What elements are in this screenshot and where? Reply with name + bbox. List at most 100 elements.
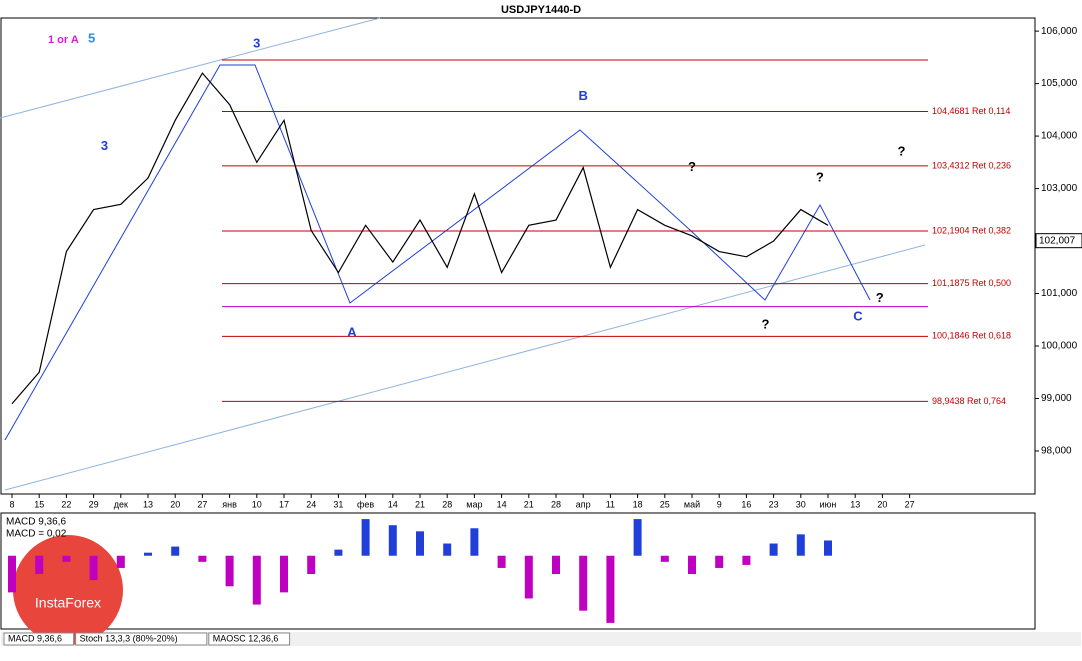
wave-label: B <box>579 88 588 103</box>
tab <box>3 632 75 646</box>
macd-bar <box>144 552 152 556</box>
channel-line <box>4 244 926 491</box>
macd-bar <box>552 555 560 575</box>
macd-bar <box>334 549 343 556</box>
macd-bar <box>443 543 452 556</box>
x-tick-label: 8 <box>9 499 14 509</box>
macd-bar <box>89 555 98 581</box>
x-tick-label: 20 <box>877 499 887 509</box>
wave-label: ? <box>816 170 824 185</box>
x-tick-label: 28 <box>551 499 561 509</box>
macd-label: MACD 9,36,6 <box>6 517 66 528</box>
x-tick-label: 21 <box>524 499 534 509</box>
x-tick-label: мар <box>466 499 482 509</box>
wave-label: 3 <box>253 36 260 51</box>
x-tick-label: 21 <box>415 499 425 509</box>
macd-bar <box>470 528 479 556</box>
tab <box>208 632 291 646</box>
macd-bar <box>416 531 424 556</box>
wave-label: ? <box>688 159 696 174</box>
logo-badge <box>13 535 123 645</box>
wave-label: C <box>853 309 863 324</box>
x-tick-label: 27 <box>905 499 915 509</box>
last-price-box <box>1035 233 1082 249</box>
macd-bar <box>171 546 180 556</box>
macd-bar <box>62 555 71 562</box>
level-label: 100,1846 Ret 0,618 <box>932 331 1011 341</box>
x-tick-label: 23 <box>769 499 779 509</box>
x-tick-label: 17 <box>279 499 289 509</box>
macd-bar <box>524 555 533 599</box>
macd-bar <box>116 555 125 568</box>
legend-text: 1 or A <box>48 34 79 46</box>
y-tick-label: 105,000 <box>1041 78 1078 89</box>
x-tick-label: 27 <box>197 499 207 509</box>
tab-label: MAOSC 12,36,6 <box>213 633 279 643</box>
macd-bar <box>606 555 615 623</box>
x-tick-label: 14 <box>497 499 507 509</box>
x-tick-label: 13 <box>850 499 860 509</box>
macd-bar <box>225 555 234 587</box>
x-tick-label: 14 <box>388 499 398 509</box>
x-tick-label: дек <box>114 499 128 509</box>
macd-bar <box>796 534 805 556</box>
legend-text: 5 <box>88 30 95 45</box>
macd-bar <box>688 555 696 575</box>
x-tick-label: 30 <box>796 499 806 509</box>
last-price-label: 102,007 <box>1039 235 1076 246</box>
x-tick-label: 29 <box>89 499 99 509</box>
price-line <box>11 72 829 405</box>
macd-bar <box>715 555 724 568</box>
tab-label: Stoch 13,3,3 (80%-20%) <box>80 633 178 643</box>
macd-bar <box>8 555 16 593</box>
level-label: 98,9438 Ret 0,764 <box>932 396 1006 406</box>
x-tick-label: май <box>684 499 700 509</box>
chart-title: USDJPY1440-D <box>501 4 581 16</box>
macd-bar <box>280 555 288 593</box>
macd-bar <box>633 519 642 556</box>
x-tick-label: 18 <box>633 499 643 509</box>
x-tick-label: 15 <box>34 499 44 509</box>
x-tick-label: 13 <box>143 499 153 509</box>
x-tick-label: фев <box>357 499 374 509</box>
macd-bar <box>252 555 261 605</box>
level-label: 103,4312 Ret 0,236 <box>932 160 1011 170</box>
x-tick-label: 28 <box>442 499 452 509</box>
macd-bar <box>579 555 588 611</box>
macd-bar <box>824 540 832 556</box>
macd-bar <box>742 555 751 565</box>
y-tick-label: 101,000 <box>1041 288 1078 299</box>
level-label: 104,4681 Ret 0,114 <box>932 106 1010 116</box>
wave-label: A <box>347 324 357 339</box>
level-label: 102,1904 Ret 0,382 <box>932 225 1011 235</box>
macd-bar <box>769 543 778 556</box>
y-tick-label: 98,000 <box>1041 446 1072 457</box>
wave-label: ? <box>897 143 905 158</box>
y-tick-label: 106,000 <box>1041 26 1078 37</box>
x-tick-label: 22 <box>61 499 71 509</box>
macd-bar <box>198 555 207 562</box>
x-tick-label: июн <box>820 499 837 509</box>
tab-label: MACD 9,36,6 <box>8 633 62 643</box>
wave-label: 3 <box>101 138 108 153</box>
y-tick-label: 103,000 <box>1041 183 1078 194</box>
y-tick-label: 104,000 <box>1041 131 1078 142</box>
wave-label: ? <box>761 316 769 331</box>
x-tick-label: 11 <box>606 499 615 509</box>
logo: InstaForex <box>35 595 101 611</box>
channel-line <box>0 17 381 119</box>
x-tick-label: 10 <box>252 499 262 509</box>
price-frame <box>0 17 1036 495</box>
level-label: 101,1875 Ret 0,500 <box>932 278 1011 288</box>
macd-frame <box>0 512 1036 630</box>
x-tick-label: янв <box>222 499 237 509</box>
y-tick-label: 100,000 <box>1041 341 1078 352</box>
x-tick-label: 9 <box>717 499 722 509</box>
x-tick-label: 31 <box>333 499 343 509</box>
tab <box>75 632 208 646</box>
x-tick-label: 24 <box>306 499 316 509</box>
macd-value: MACD = 0,02 <box>6 529 67 540</box>
x-tick-label: 16 <box>741 499 751 509</box>
